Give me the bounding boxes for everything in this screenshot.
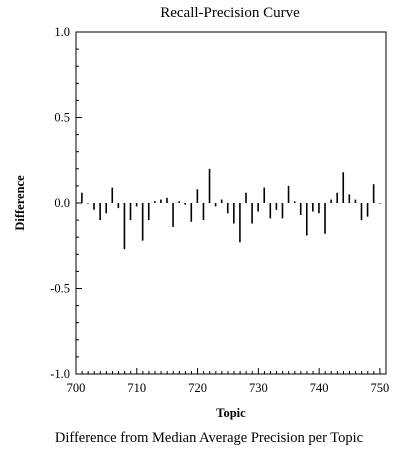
y-tick-label: -0.5: [50, 282, 70, 296]
bar-topic-712: [147, 203, 150, 221]
chart-title: Recall-Precision Curve: [160, 5, 300, 21]
bar-topic-717: [178, 201, 180, 203]
bar-topic-740: [318, 203, 320, 214]
bar-topic-744: [342, 172, 345, 203]
bar-topic-724: [220, 199, 223, 203]
bar-topic-746: [354, 199, 357, 203]
x-tick-label: 700: [67, 381, 86, 395]
bar-topic-716: [172, 203, 174, 227]
x-tick-label: 710: [127, 381, 146, 395]
bar-topic-725: [226, 203, 229, 214]
bar-topic-748: [366, 203, 369, 217]
bar-topic-707: [117, 203, 120, 209]
bar-topic-742: [330, 199, 332, 203]
bar-topic-718: [184, 203, 187, 205]
bar-topic-750: [378, 203, 381, 204]
bar-topic-703: [93, 203, 95, 210]
bar-topic-723: [214, 203, 217, 207]
y-tick-label: 0.0: [54, 196, 70, 210]
bar-topic-710: [135, 203, 138, 207]
bar-topic-737: [299, 203, 302, 215]
bar-topic-732: [269, 203, 272, 219]
bar-topic-743: [336, 192, 338, 203]
y-tick-label: 0.5: [54, 111, 70, 125]
bar-topic-704: [99, 203, 101, 221]
bar-topic-722: [208, 168, 211, 203]
bar-topic-745: [348, 194, 351, 203]
bar-topic-731: [263, 187, 266, 203]
x-tick-label: 720: [188, 381, 207, 395]
bar-topic-736: [293, 201, 296, 203]
bar-topic-739: [312, 203, 314, 212]
bar-topic-747: [360, 203, 363, 221]
bar-topic-721: [202, 203, 205, 221]
bar-topic-708: [123, 203, 126, 250]
bar-topic-701: [81, 192, 83, 203]
bar-topic-713: [154, 201, 156, 203]
bar-topic-726: [233, 203, 235, 224]
bar-topic-719: [190, 203, 193, 222]
y-tick-label: -1.0: [50, 367, 70, 381]
x-tick-label: 730: [249, 381, 268, 395]
x-axis-group: 700 710 720 730 740 750: [67, 368, 390, 395]
y-axis-group: -1.0 -0.5 0.0 0.5 1.0: [50, 25, 82, 381]
bar-topic-741: [324, 203, 326, 234]
bar-topic-738: [305, 203, 308, 236]
y-tick-label: 1.0: [54, 25, 70, 39]
bar-topic-705: [105, 203, 107, 214]
bar-topic-730: [257, 203, 259, 212]
x-axis-title: Topic: [216, 406, 246, 420]
bars-group: [81, 168, 381, 250]
bar-topic-729: [251, 203, 253, 224]
bar-topic-734: [281, 203, 284, 219]
bar-topic-749: [372, 184, 375, 203]
bar-topic-706: [111, 187, 114, 203]
bar-topic-733: [275, 203, 278, 210]
x-tick-label: 750: [371, 381, 390, 395]
bar-topic-735: [287, 185, 290, 203]
plot-frame: [75, 31, 387, 375]
bar-topic-720: [196, 189, 199, 203]
x-tick-label: 740: [310, 381, 329, 395]
bar-topic-711: [141, 203, 144, 241]
chart-caption: Difference from Median Average Precision…: [54, 430, 364, 446]
bar-topic-709: [129, 203, 132, 221]
bar-topic-702: [87, 203, 89, 204]
bar-topic-715: [166, 197, 168, 203]
bar-topic-727: [239, 203, 241, 243]
y-axis-title: Difference: [13, 175, 27, 231]
bar-topic-728: [245, 192, 247, 203]
bar-topic-714: [160, 199, 162, 203]
